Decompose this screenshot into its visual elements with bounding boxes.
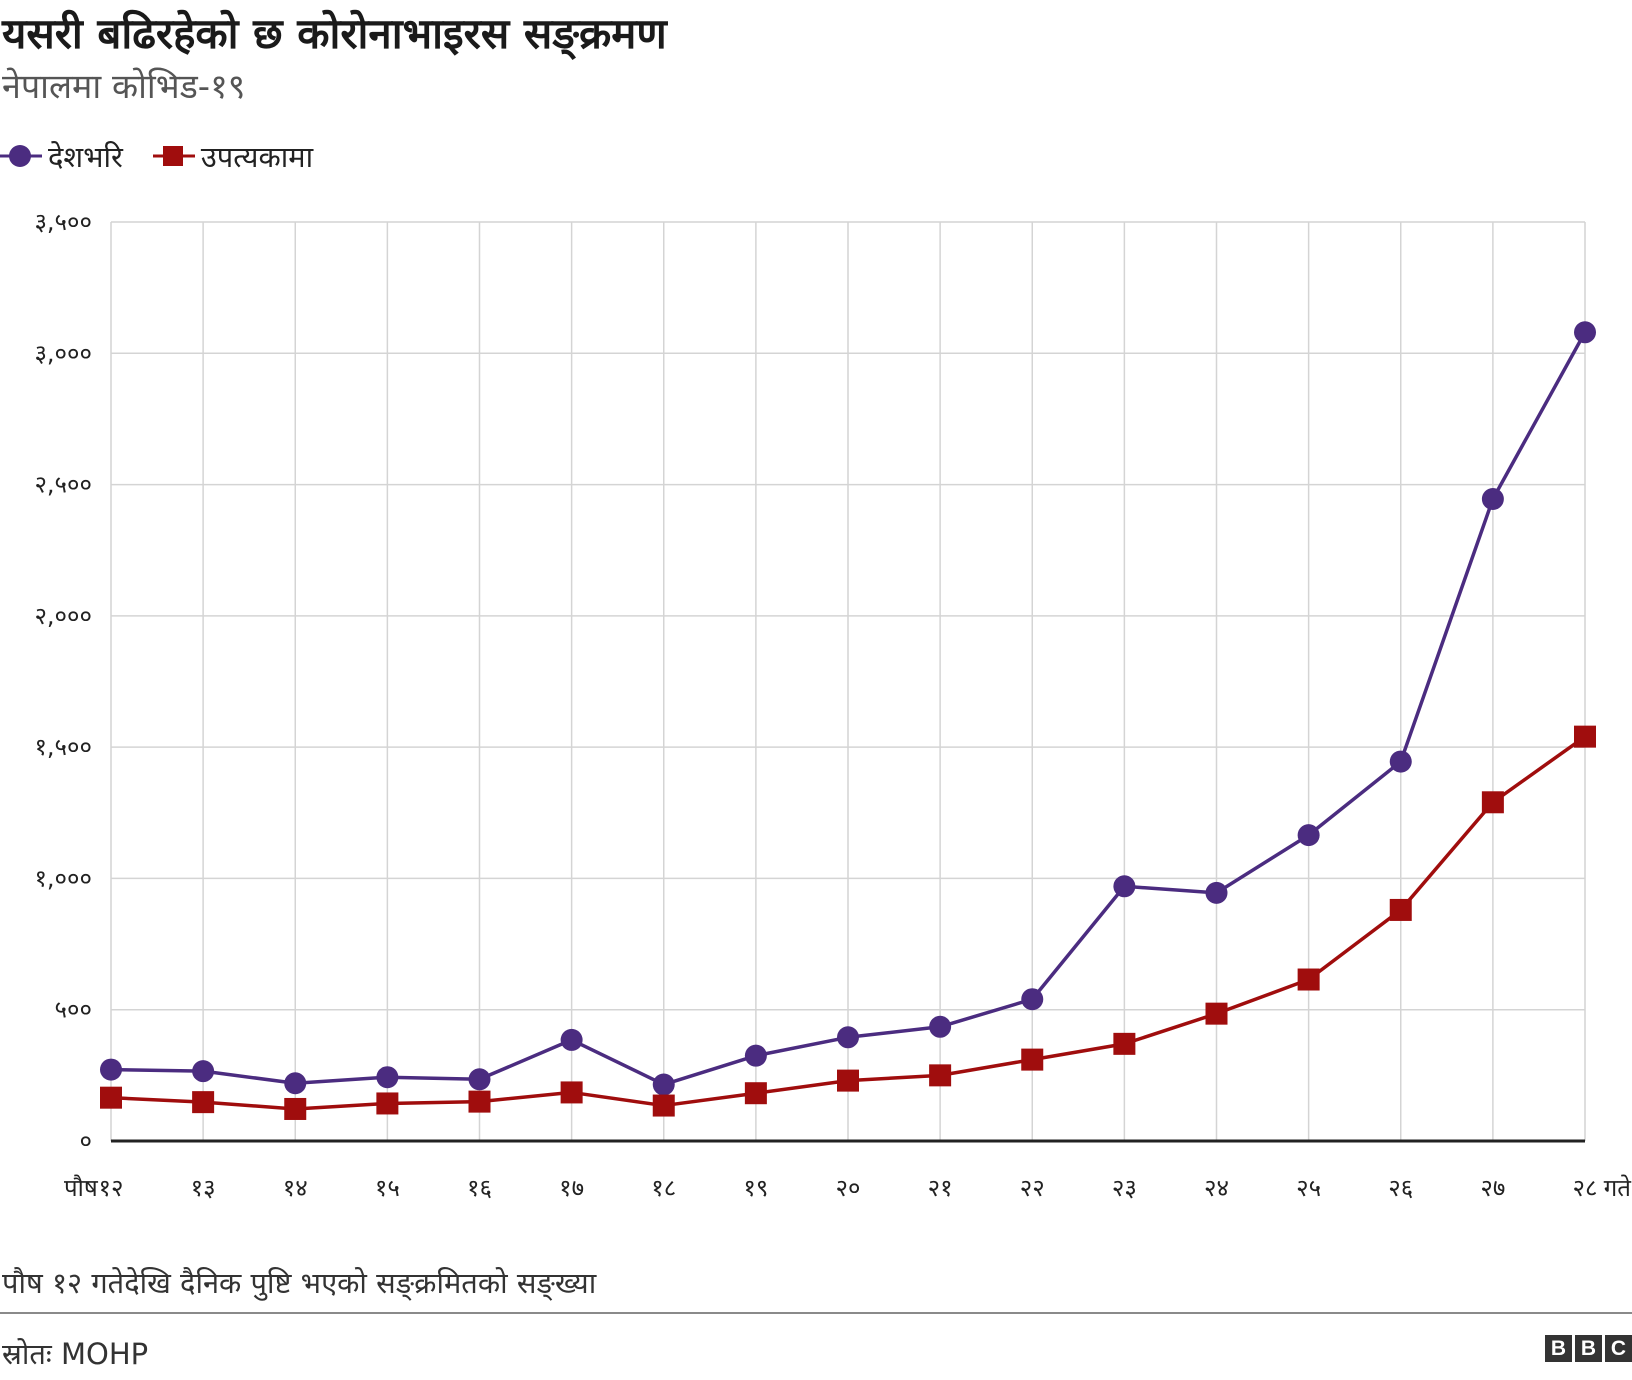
footer-divider <box>0 1312 1632 1314</box>
data-point <box>1389 750 1412 773</box>
legend-item-valley: उपत्यकामा <box>152 137 314 176</box>
x-tick-label: १३ <box>191 1174 216 1202</box>
data-point <box>1389 898 1412 921</box>
circle-marker-icon <box>0 145 42 167</box>
data-point <box>1021 1048 1044 1071</box>
x-tick-label: १८ <box>651 1174 676 1202</box>
x-axis-prefix: पौष <box>64 1174 99 1202</box>
x-tick-label: २६ <box>1388 1174 1413 1202</box>
legend-item-nationwide: देशभरि <box>0 137 123 176</box>
x-tick-label: २३ <box>1112 1174 1137 1202</box>
bbc-logo-letter: B <box>1545 1335 1572 1362</box>
data-point <box>100 1086 122 1109</box>
x-tick-label: १४ <box>283 1174 308 1202</box>
data-point <box>560 1028 583 1051</box>
x-tick-label: २४ <box>1204 1174 1229 1202</box>
y-tick-label: २,५०० <box>34 471 92 499</box>
data-point <box>284 1097 307 1120</box>
bbc-logo-letter: B <box>1575 1335 1602 1362</box>
data-point <box>744 1082 767 1105</box>
data-point <box>1113 1032 1136 1055</box>
data-point <box>468 1090 491 1113</box>
data-point <box>652 1094 675 1117</box>
x-tick-label: २१ <box>928 1174 953 1202</box>
data-point <box>560 1081 583 1104</box>
data-point <box>744 1044 767 1067</box>
source-credit: स्रोतः MOHP <box>2 1337 149 1371</box>
x-tick-label: २२ <box>1020 1174 1045 1202</box>
y-tick-label: १,५०० <box>34 733 92 761</box>
data-point <box>929 1015 952 1038</box>
line-chart: ० ५०० १,००० १,५०० २,००० २,५०० ३,००० ३,५०० १२ १३ १४… <box>34 208 1632 1202</box>
data-point <box>1481 488 1504 511</box>
data-point <box>1205 1002 1228 1025</box>
data-point <box>1574 321 1596 344</box>
y-tick-label: ३,५०० <box>34 208 92 236</box>
y-tick-label: ० <box>80 1127 92 1155</box>
chart-subtitle: नेपालमा कोभिड-१९ <box>2 67 246 107</box>
x-tick-label: २७ <box>1480 1174 1505 1202</box>
x-tick-label: २८ <box>1573 1174 1598 1202</box>
legend-label-valley: उपत्यकामा <box>200 139 314 174</box>
data-point <box>284 1072 307 1095</box>
bbc-logo-letter: C <box>1605 1335 1632 1362</box>
chart-title: यसरी बढिरहेको छ कोरोनाभाइरस सङ्क्रमण <box>2 9 667 58</box>
data-point <box>1205 881 1228 904</box>
data-point <box>192 1060 215 1083</box>
data-point <box>837 1026 859 1049</box>
x-axis-suffix: गते <box>1604 1174 1632 1202</box>
x-tick-label: १७ <box>559 1174 584 1202</box>
x-tick-label: १२ <box>99 1174 124 1202</box>
chart-note: पौष १२ गतेदेखि दैनिक पुष्टि भएको सङ्क्रम… <box>2 1266 597 1300</box>
x-tick-label: १५ <box>375 1174 400 1202</box>
data-point <box>652 1073 675 1096</box>
data-point <box>1297 968 1320 991</box>
y-tick-label: २,००० <box>34 602 92 630</box>
x-tick-label: १६ <box>467 1174 492 1202</box>
x-tick-label: २५ <box>1296 1174 1321 1202</box>
bbc-logo: B B C <box>1545 1335 1632 1362</box>
data-point <box>376 1092 399 1115</box>
data-point <box>1113 875 1136 898</box>
data-point <box>929 1064 952 1087</box>
data-point <box>376 1066 399 1089</box>
y-tick-label: १,००० <box>34 864 92 892</box>
y-tick-label: ३,००० <box>34 339 92 367</box>
data-point <box>1021 988 1044 1011</box>
data-point <box>1481 791 1504 814</box>
data-point <box>192 1091 215 1114</box>
legend: देशभरि उपत्यकामा <box>0 136 343 176</box>
data-point <box>468 1068 491 1091</box>
data-point <box>1574 725 1596 748</box>
x-tick-label: १९ <box>743 1174 768 1202</box>
square-marker-icon <box>152 146 195 166</box>
data-point <box>100 1058 122 1081</box>
data-point <box>837 1069 859 1092</box>
data-point <box>1297 824 1320 847</box>
x-tick-label: २० <box>836 1174 861 1202</box>
legend-label-nationwide: देशभरि <box>48 139 123 174</box>
y-tick-label: ५०० <box>55 996 92 1024</box>
